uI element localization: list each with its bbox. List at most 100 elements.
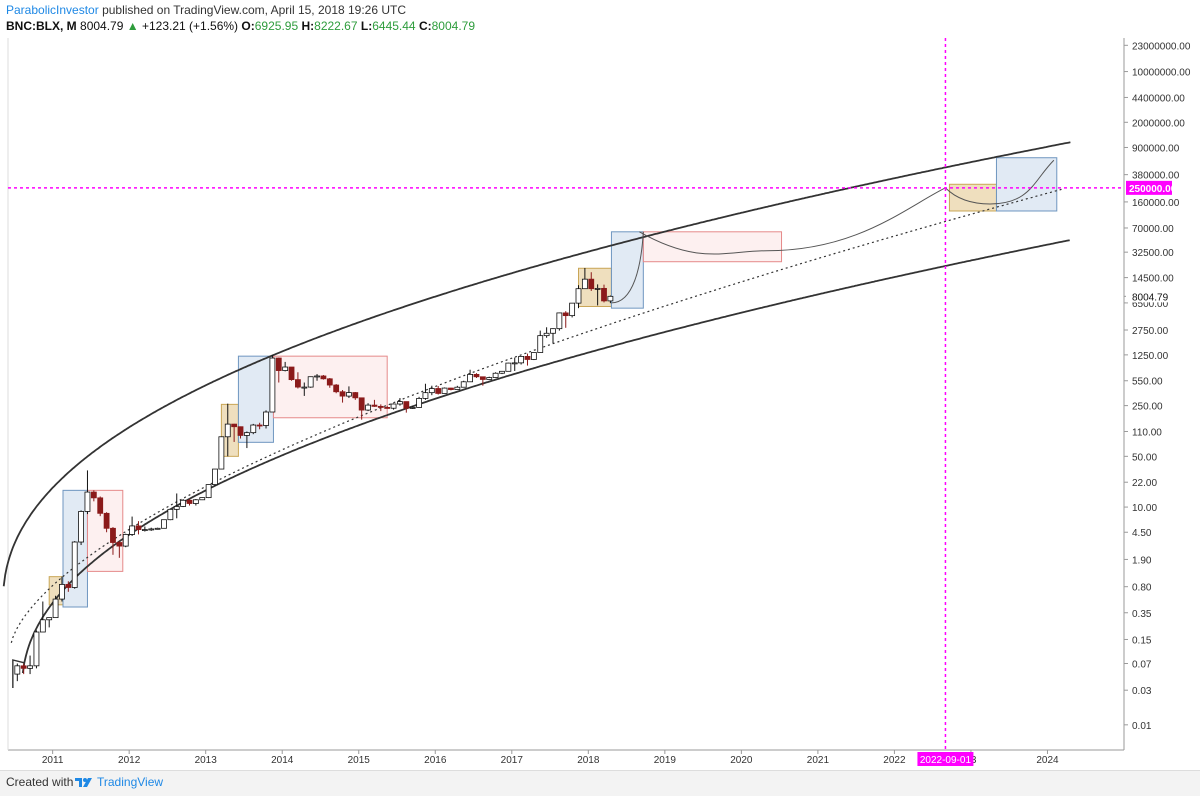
time-tick-label: 2017 xyxy=(501,755,524,766)
candle-body-2011-07 xyxy=(90,491,97,499)
open-value: 6925.95 xyxy=(254,19,299,33)
candle-body-2017-11 xyxy=(575,288,582,304)
candle-body-2011-02 xyxy=(59,584,65,600)
target-price-badge xyxy=(1126,180,1172,195)
candle-body-2016-11 xyxy=(499,370,505,374)
candle-body-2012-04 xyxy=(148,528,155,531)
price-tick-label: 160000.00 xyxy=(1132,198,1180,209)
price-tick-label: 0.15 xyxy=(1132,635,1152,646)
candle-body-2013-12 xyxy=(275,357,282,371)
candle-body-2016-06 xyxy=(467,373,473,383)
candle-body-2015-09 xyxy=(409,407,416,409)
candle-body-2016-05 xyxy=(460,381,467,388)
candle-body-2017-01 xyxy=(511,362,518,365)
candle-body-2012-11 xyxy=(192,499,199,504)
candle-body-2014-03 xyxy=(295,379,301,388)
candle-body-2010-09 xyxy=(27,665,33,669)
candle-body-2013-11 xyxy=(269,357,276,413)
parabola-2018-curve xyxy=(611,231,644,304)
candle-body-2015-04 xyxy=(377,405,384,408)
candle-body-2018-04 xyxy=(607,295,614,302)
candle-body-2017-07 xyxy=(550,328,556,334)
candle-body-2017-09 xyxy=(562,312,569,317)
tradingview-logo-icon[interactable] xyxy=(74,776,94,789)
candle-body-2016-01 xyxy=(435,388,442,394)
candle-body-2017-10 xyxy=(569,302,576,317)
candle-body-2014-11 xyxy=(346,392,352,397)
candle-body-2012-10 xyxy=(186,499,193,504)
footer-bar: Created with TradingView xyxy=(0,770,1200,796)
publication-line: ParabolicInvestor published on TradingVi… xyxy=(6,3,406,17)
candle-body-2014-08 xyxy=(326,378,333,386)
tradingview-brand-link[interactable]: TradingView xyxy=(97,775,164,789)
candles-group xyxy=(14,267,614,682)
candle-body-2011-01 xyxy=(52,598,59,619)
candle-body-2013-09 xyxy=(256,424,263,427)
close-label: C: xyxy=(418,19,432,33)
price-tick-label: 2000000.00 xyxy=(1132,118,1185,129)
price-tick-label: 4.50 xyxy=(1132,528,1152,539)
price-tick-label: 250.00 xyxy=(1132,402,1163,413)
last-price-badge xyxy=(1126,289,1172,303)
time-tick-label: 2012 xyxy=(118,755,141,766)
candle-body-2017-12 xyxy=(581,278,588,290)
price-tick-label: 110.00 xyxy=(1132,427,1162,438)
candle-body-2014-01 xyxy=(282,366,289,371)
time-tick-label: 2021 xyxy=(807,755,830,766)
candle-body-2017-05 xyxy=(537,335,544,353)
marker-date-badge xyxy=(917,752,974,766)
candle-body-2017-02 xyxy=(518,356,525,364)
candle-body-2010-11 xyxy=(39,619,46,633)
author-link[interactable]: ParabolicInvestor xyxy=(6,3,99,17)
annotation-box-orange-9 xyxy=(948,183,997,212)
annotation-box-blue-10 xyxy=(995,157,1058,212)
candle-body-2013-10 xyxy=(263,411,269,426)
candle-body-2012-08 xyxy=(173,506,180,510)
price-tick-label: 1250.00 xyxy=(1132,351,1169,362)
candle-body-2016-10 xyxy=(492,372,499,378)
time-tick-label: 2011 xyxy=(42,755,64,766)
midline-dotted-curve xyxy=(10,188,1063,643)
plot-background xyxy=(0,38,1200,770)
candle-body-2010-10 xyxy=(33,631,40,667)
price-tick-label: 10.00 xyxy=(1132,503,1157,514)
annotation-box-blue-7 xyxy=(610,231,644,309)
time-tick-label: 2015 xyxy=(348,755,371,766)
candle-body-2013-05 xyxy=(231,423,238,428)
candle-body-2012-02 xyxy=(135,525,142,530)
candle-body-2012-12 xyxy=(199,497,206,501)
candle-body-2016-12 xyxy=(505,362,512,372)
candle-body-2013-01 xyxy=(205,484,212,499)
price-tick-label: 0.01 xyxy=(1132,721,1152,732)
time-tick-label: 2013 xyxy=(195,755,218,766)
candle-body-2013-02 xyxy=(212,468,218,485)
low-value: 6445.44 xyxy=(372,19,416,33)
open-label: O: xyxy=(241,19,255,33)
candle-body-2015-01 xyxy=(358,397,365,411)
candle-body-2011-06 xyxy=(84,491,91,512)
candle-body-2014-07 xyxy=(320,375,327,380)
candle-body-2017-04 xyxy=(530,352,537,360)
time-tick-label: 2020 xyxy=(730,755,753,766)
price-tick-label: 14500.00 xyxy=(1132,274,1174,285)
candle-body-2012-07 xyxy=(167,508,174,521)
price-tick-label: 32500.00 xyxy=(1132,248,1174,259)
candle-body-2014-12 xyxy=(352,392,359,399)
time-tick-label: 2022 xyxy=(883,755,906,766)
time-tick-label: 2018 xyxy=(577,755,600,766)
candle-body-2017-06 xyxy=(543,332,550,337)
candle-body-2010-08 xyxy=(20,665,27,669)
candle-body-2011-11 xyxy=(116,542,123,547)
target-price-label: 250000.00 xyxy=(1129,184,1177,195)
symbol-label[interactable]: BNC:BLX, M xyxy=(6,19,77,33)
marker-date-label: 2022-09-01 xyxy=(920,755,972,766)
candle-body-2016-08 xyxy=(479,376,486,380)
candle-body-2015-03 xyxy=(371,404,378,407)
candle-body-2016-07 xyxy=(473,373,480,378)
annotation-box-red-8 xyxy=(642,231,783,263)
candle-body-2014-05 xyxy=(307,376,314,388)
candle-body-2015-05 xyxy=(384,407,391,409)
close-value: 8004.79 xyxy=(431,19,476,33)
price-tick-label: 550.00 xyxy=(1132,377,1163,388)
